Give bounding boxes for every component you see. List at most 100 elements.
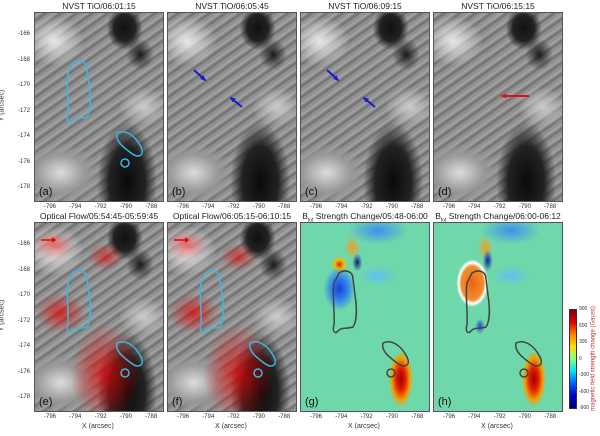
- panel-title: NVST TiO/06:05:45: [162, 1, 302, 11]
- x-tick-label: -794: [468, 204, 481, 210]
- contour: [66, 270, 92, 334]
- x-tick-label: -790: [518, 204, 531, 210]
- optical-flow-vectors: [168, 223, 296, 411]
- colorbar-tick-label: -300: [579, 372, 590, 378]
- x-tick-label: -796: [177, 204, 190, 210]
- overlay: [326, 69, 376, 108]
- x-tick-label: -796: [443, 414, 456, 420]
- x-tick-label: -790: [518, 414, 531, 420]
- y-axis-label: Y (arcsec): [0, 299, 6, 332]
- title-text: NVST TiO/06:09:15: [328, 1, 402, 11]
- x-axis-label: X (arcsec): [348, 423, 380, 430]
- x-tick-label: -792: [360, 204, 373, 210]
- y-tick-label: -168: [18, 266, 31, 273]
- x-tick-label: -788: [278, 414, 291, 420]
- contour: [253, 368, 263, 378]
- contour: [115, 341, 143, 367]
- image-panel-h: (h): [433, 222, 563, 412]
- image-panel-b: (b): [167, 12, 297, 202]
- field-change-map: [434, 223, 562, 411]
- contour: [248, 341, 276, 367]
- panel-label: (b): [172, 186, 186, 198]
- contour: [199, 270, 225, 334]
- contour: [386, 368, 396, 378]
- title-text: Strength Change/05:48-06:00: [313, 211, 428, 221]
- arrowhead-icon: [200, 75, 207, 82]
- image-panel-d: (d): [433, 12, 563, 202]
- reference-arrow-icon: [41, 237, 57, 243]
- colorbar-tick-label: 600: [579, 322, 588, 329]
- reference-arrow-icon: [174, 237, 190, 243]
- panel-label: (e): [39, 396, 53, 408]
- contour: [66, 60, 92, 124]
- title-text: NVST TiO/06:15:15: [461, 1, 535, 11]
- y-tick-label: -178: [18, 394, 31, 400]
- colorbar-tick-label: -600: [579, 388, 590, 395]
- contour: [115, 131, 143, 157]
- panel-label: (h): [438, 396, 452, 408]
- colorbar-tick-label: 900: [579, 306, 588, 312]
- y-tick-label: -168: [18, 56, 31, 63]
- contour: [465, 270, 491, 334]
- x-tick-label: -790: [252, 204, 265, 210]
- x-tick-label: -788: [544, 414, 557, 420]
- x-axis-label: X (arcsec): [215, 423, 247, 430]
- x-tick-label: -792: [360, 414, 373, 420]
- title-subscript: tot: [307, 217, 314, 224]
- x-tick-label: -794: [202, 204, 215, 210]
- field-change-map: [301, 223, 429, 411]
- image-panel-c: (c): [300, 12, 430, 202]
- title-prefix: B: [435, 211, 441, 221]
- x-tick-label: -794: [335, 414, 348, 420]
- overlay: [465, 270, 542, 378]
- arrowhead-icon: [333, 75, 340, 82]
- overlay: [66, 60, 143, 168]
- colorbar: [569, 309, 577, 409]
- panel-label: (d): [438, 186, 452, 198]
- colorbar-tick-label: 0: [579, 355, 582, 362]
- x-tick-label: -788: [278, 204, 291, 210]
- image-panel-a: (a): [34, 12, 164, 202]
- panel-title: NVST TiO/06:15:15: [428, 1, 568, 11]
- colorbar-tick-label: 300: [579, 339, 588, 345]
- x-tick-label: -790: [385, 204, 398, 210]
- x-tick-label: -792: [493, 414, 506, 420]
- x-tick-label: -794: [335, 204, 348, 210]
- x-tick-label: -796: [177, 414, 190, 420]
- panel-label: (g): [305, 396, 319, 408]
- contour: [381, 341, 409, 367]
- overlay: [500, 93, 529, 99]
- y-tick-label: -176: [18, 368, 31, 375]
- title-text: Optical Flow/05:54:45-05:59:45: [39, 211, 159, 221]
- x-tick-label: -790: [119, 204, 132, 210]
- panel-label: (f): [172, 396, 183, 408]
- x-tick-label: -792: [94, 414, 107, 420]
- title-text: Optical Flow/06:05:15-06:10:15: [172, 211, 292, 221]
- x-tick-label: -788: [145, 414, 158, 420]
- x-tick-label: -794: [69, 204, 82, 210]
- arrowhead-icon: [362, 96, 369, 103]
- panel-title: NVST TiO/06:01:15: [29, 1, 169, 11]
- image-panel-f: (f): [167, 222, 297, 412]
- x-tick-label: -794: [202, 414, 215, 420]
- x-tick-label: -792: [227, 204, 240, 210]
- y-tick-label: -166: [18, 31, 31, 37]
- arrowhead-icon: [500, 93, 507, 99]
- panel-title: Optical Flow/05:54:45-05:59:45: [29, 211, 169, 221]
- x-tick-label: -792: [227, 414, 240, 420]
- panel-label: (c): [305, 186, 318, 198]
- y-tick-label: -178: [18, 184, 31, 190]
- x-tick-label: -792: [94, 204, 107, 210]
- x-tick-label: -796: [44, 204, 57, 210]
- title-text: NVST TiO/06:01:15: [62, 1, 136, 11]
- contour: [519, 368, 529, 378]
- panel-title: Btot Strength Change/05:48-06:00: [295, 211, 435, 224]
- x-tick-label: -788: [145, 204, 158, 210]
- y-tick-label: -172: [18, 107, 31, 114]
- panel-title: NVST TiO/06:09:15: [295, 1, 435, 11]
- contour: [514, 341, 542, 367]
- title-text: NVST TiO/06:05:45: [195, 1, 269, 11]
- y-tick-label: -172: [18, 317, 31, 324]
- colorbar-label: magnetic field strength change (Gauss): [590, 306, 597, 411]
